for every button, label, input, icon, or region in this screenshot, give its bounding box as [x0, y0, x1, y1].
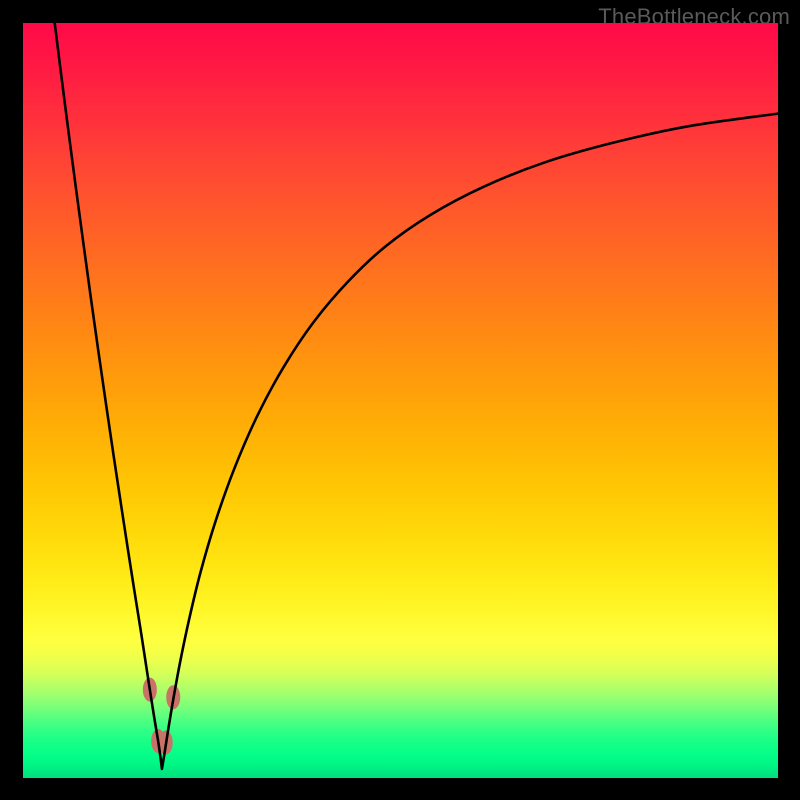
watermark-text: TheBottleneck.com: [598, 4, 790, 30]
chart-stage: TheBottleneck.com: [0, 0, 800, 800]
gradient-background: [23, 23, 778, 778]
bottleneck-chart-svg: [0, 0, 800, 800]
